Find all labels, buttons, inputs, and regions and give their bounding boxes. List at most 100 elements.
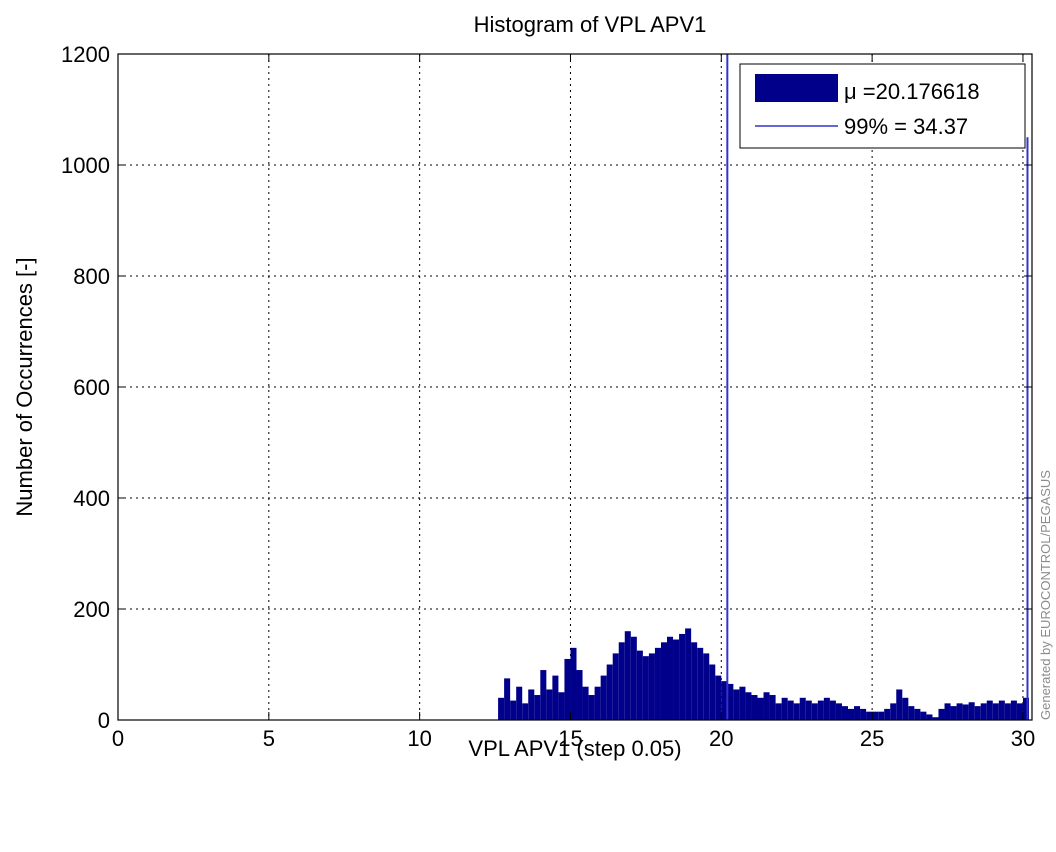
grid-lines <box>118 54 1032 720</box>
histogram-bar <box>534 695 541 720</box>
histogram-bar <box>673 639 680 720</box>
histogram-bar <box>878 711 885 720</box>
x-tick-label: 15 <box>558 726 582 751</box>
histogram-bar <box>612 653 619 720</box>
chart-title: Histogram of VPL APV1 <box>474 12 707 37</box>
histogram-bar <box>558 692 565 720</box>
histogram-bar <box>1010 700 1017 720</box>
histogram-bar <box>679 633 686 720</box>
legend-label-percentile: 99% = 34.37 <box>844 114 968 139</box>
histogram-bar <box>1016 703 1023 720</box>
histogram-bar <box>751 695 758 720</box>
histogram-bar <box>986 700 993 720</box>
histogram-bar <box>926 714 933 720</box>
histogram-bar <box>727 683 734 720</box>
histogram-bar <box>642 656 649 720</box>
y-tick-label: 600 <box>73 375 110 400</box>
histogram-bar <box>835 703 842 720</box>
histogram-bar <box>528 689 535 720</box>
histogram-bar <box>588 695 595 720</box>
y-tick-label: 0 <box>98 708 110 733</box>
histogram-bar <box>630 636 637 720</box>
x-tick-label: 0 <box>112 726 124 751</box>
histogram-bar <box>823 697 830 720</box>
legend-swatch-histogram <box>755 74 838 102</box>
histogram-bar <box>594 686 601 720</box>
histogram-bar <box>908 706 915 720</box>
histogram-bar <box>962 704 969 720</box>
histogram-bar <box>787 700 794 720</box>
histogram-bar <box>956 703 963 720</box>
histogram-bar <box>667 636 674 720</box>
histogram-bar <box>841 706 848 720</box>
histogram-bar <box>703 653 710 720</box>
y-axis-label: Number of Occurrences [-] <box>12 257 37 516</box>
histogram-bar <box>992 703 999 720</box>
histogram-bar <box>600 675 607 720</box>
histogram-bar <box>866 711 873 720</box>
histogram-bar <box>546 689 553 720</box>
histogram-bar <box>872 711 879 720</box>
histogram-bar <box>884 708 891 720</box>
histogram-bar <box>552 675 559 720</box>
histogram-bar <box>654 647 661 720</box>
histogram-bar <box>793 703 800 720</box>
histogram-bar <box>721 681 728 720</box>
y-tick-label: 1000 <box>61 153 110 178</box>
legend: μ =20.176618 99% = 34.37 <box>739 63 1026 149</box>
histogram-bar <box>860 708 867 720</box>
histogram-bar <box>950 706 957 720</box>
legend-label-mean: μ =20.176618 <box>844 79 980 104</box>
histogram-bar <box>510 700 517 720</box>
histogram-bar <box>648 653 655 720</box>
histogram-bar <box>890 703 897 720</box>
histogram-bar <box>763 692 770 720</box>
histogram-bar <box>660 642 668 720</box>
x-axis-label: VPL APV1 (step 0.05) <box>468 736 681 761</box>
x-tick-label: 10 <box>407 726 431 751</box>
histogram-bar <box>932 717 939 720</box>
histogram-bar <box>799 697 806 720</box>
histogram-bar <box>769 695 776 720</box>
histogram-bar <box>974 706 981 720</box>
histogram-bar <box>709 664 716 720</box>
histogram-bar <box>570 647 577 720</box>
histogram-bar <box>817 700 824 720</box>
histogram-bar <box>805 700 812 720</box>
histogram-bar <box>618 642 625 720</box>
histogram-bar <box>576 670 583 720</box>
histogram-bar <box>624 631 631 720</box>
histogram-bar <box>715 675 722 720</box>
histogram-bar <box>847 708 855 720</box>
histogram-bar <box>854 706 861 720</box>
histogram-bar <box>1022 697 1029 720</box>
watermark-text: Generated by EUROCONTROL/PEGASUS <box>1038 470 1053 720</box>
histogram-bar <box>775 703 782 720</box>
histogram-bar <box>896 689 903 720</box>
x-tick-label: 5 <box>263 726 275 751</box>
x-tick-label: 30 <box>1011 726 1035 751</box>
histogram-bar <box>1004 703 1011 720</box>
x-tick-label: 25 <box>860 726 884 751</box>
histogram-bar <box>811 703 818 720</box>
histogram-bar <box>606 664 613 720</box>
percentile-lines <box>726 54 1029 720</box>
histogram-bar <box>914 708 921 720</box>
histogram-bar <box>980 703 987 720</box>
histogram-bar <box>498 697 505 720</box>
histogram-bar <box>902 697 909 720</box>
histogram-bar <box>522 703 529 720</box>
histogram-bar <box>781 697 788 720</box>
histogram-bar <box>739 686 746 720</box>
y-tick-label: 400 <box>73 486 110 511</box>
histogram-bar <box>540 670 547 720</box>
histogram-bar <box>685 628 692 720</box>
histogram-bar <box>636 650 643 720</box>
histogram-bar <box>691 642 698 720</box>
histogram-bar <box>757 697 764 720</box>
y-tick-label: 200 <box>73 597 110 622</box>
histogram-bar <box>697 647 704 720</box>
histogram-bar <box>733 689 740 720</box>
histogram-bar <box>829 700 836 720</box>
histogram-bar <box>968 702 975 720</box>
